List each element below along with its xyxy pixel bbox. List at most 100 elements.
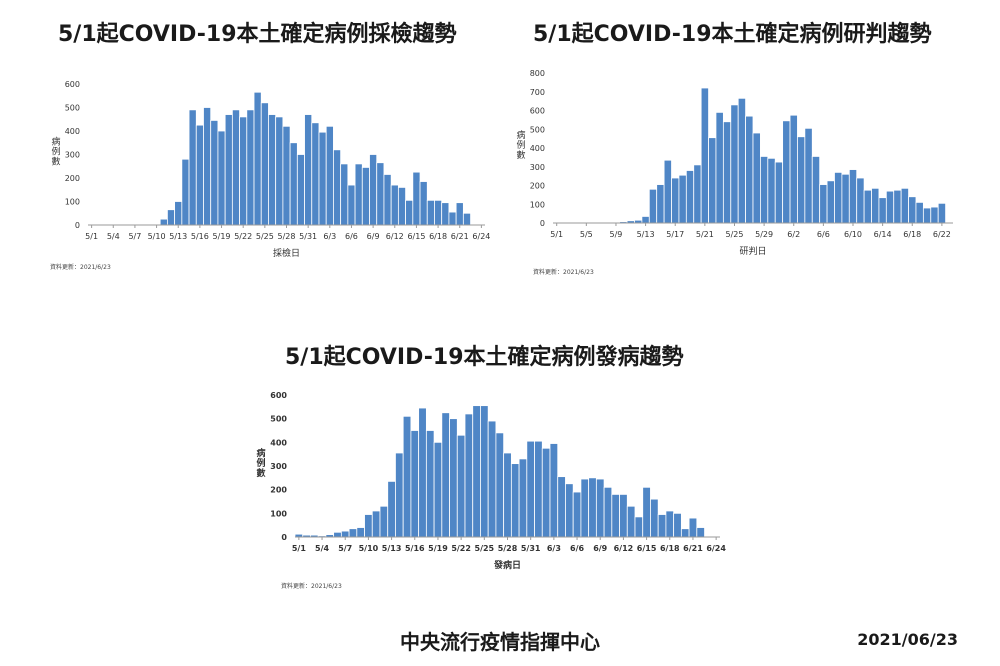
- bar: [715, 111, 724, 224]
- y-tick-label: 0: [75, 221, 80, 230]
- y-tick-label: 400: [270, 438, 287, 447]
- bar: [657, 514, 667, 538]
- bar: [387, 480, 396, 538]
- bar: [318, 131, 327, 226]
- bar: [167, 209, 176, 226]
- bar: [767, 157, 776, 224]
- x-tick-label: 6/22: [933, 230, 951, 239]
- y-tick-label: 100: [65, 198, 80, 207]
- x-axis-title: 研判日: [739, 245, 766, 257]
- bar: [878, 197, 887, 224]
- bar: [369, 154, 378, 226]
- x-tick-label: 6/18: [903, 230, 921, 239]
- x-tick-label: 6/6: [570, 544, 584, 553]
- bar: [340, 163, 349, 226]
- x-tick-label: 5/4: [107, 232, 120, 241]
- bar: [464, 413, 474, 538]
- y-tick-label: 700: [530, 88, 545, 97]
- bar: [434, 199, 443, 226]
- bar: [603, 486, 613, 538]
- x-tick-label: 5/13: [169, 232, 187, 241]
- bar: [195, 124, 204, 226]
- x-tick-label: 5/1: [85, 232, 98, 241]
- bar: [419, 181, 428, 226]
- x-tick-label: 6/18: [660, 544, 680, 553]
- bar: [856, 177, 865, 224]
- x-tick-label: 6/3: [547, 544, 561, 553]
- x-tick-label: 5/10: [148, 232, 166, 241]
- y-tick-label: 600: [65, 80, 80, 89]
- bar: [930, 206, 939, 224]
- bar: [246, 109, 255, 226]
- bar: [595, 478, 605, 538]
- footer-date: 2021/06/23: [857, 630, 958, 649]
- bar: [224, 114, 233, 226]
- bar: [588, 477, 597, 538]
- x-tick-label: 6/6: [345, 232, 358, 241]
- bar: [871, 187, 880, 224]
- y-axis-title: 病例數: [256, 447, 266, 479]
- bar: [826, 180, 835, 224]
- x-tick-label: 5/22: [234, 232, 252, 241]
- x-tick-label: 6/10: [844, 230, 862, 239]
- bar: [680, 528, 690, 538]
- x-tick-label: 5/5: [580, 230, 593, 239]
- x-tick-label: 5/4: [315, 544, 329, 553]
- bar: [412, 171, 421, 226]
- bar: [549, 443, 559, 538]
- bar: [333, 149, 342, 226]
- bar: [203, 107, 212, 226]
- y-tick-label: 0: [281, 533, 287, 542]
- bar: [774, 161, 784, 224]
- bar: [383, 174, 392, 226]
- bar: [626, 505, 636, 538]
- x-tick-label: 5/25: [475, 544, 495, 553]
- x-tick-label: 5/31: [299, 232, 317, 241]
- bar: [671, 177, 680, 224]
- bar: [448, 211, 457, 226]
- x-tick-label: 5/7: [338, 544, 352, 553]
- bar: [348, 528, 358, 538]
- x-tick-label: 5/13: [382, 544, 402, 553]
- bar: [418, 407, 427, 538]
- bar: [685, 170, 695, 224]
- y-tick-label: 600: [530, 107, 545, 116]
- bar: [425, 430, 435, 538]
- bar: [819, 184, 828, 224]
- bar: [557, 476, 566, 538]
- bar: [268, 114, 277, 226]
- y-axis-title: 病例數: [51, 136, 60, 168]
- bar: [188, 109, 197, 226]
- bar: [282, 125, 291, 226]
- x-tick-label: 6/15: [407, 232, 425, 241]
- bar: [634, 516, 644, 538]
- bar: [611, 494, 620, 538]
- bar: [340, 530, 350, 538]
- collection-date-chart: 0 100 200 300 400 500 600 5/1 5/4 5/7 5/10 5/13 5/16…: [50, 80, 490, 271]
- bar: [834, 171, 843, 224]
- x-tick-label: 5/29: [755, 230, 773, 239]
- bar: [565, 483, 574, 538]
- bar: [650, 498, 659, 538]
- bar: [797, 136, 806, 224]
- x-tick-label: 6/12: [614, 544, 634, 553]
- bar: [665, 510, 675, 538]
- bar: [333, 531, 342, 538]
- bar: [239, 116, 248, 226]
- y-tick-label: 500: [270, 415, 287, 424]
- x-tick-label: 6/21: [683, 544, 703, 553]
- x-tick-label: 5/16: [405, 544, 425, 553]
- bar: [402, 415, 412, 538]
- bar: [325, 125, 334, 226]
- bar: [518, 458, 528, 538]
- bar: [231, 109, 240, 226]
- bar: [426, 199, 435, 226]
- bar: [495, 432, 505, 538]
- y-tick-label: 200: [270, 486, 287, 495]
- bar: [863, 189, 872, 224]
- bar: [688, 517, 698, 538]
- bar: [347, 184, 356, 226]
- bar: [356, 527, 365, 538]
- chart1-title: 5/1起COVID-19本土確定病例採檢趨勢: [58, 22, 457, 47]
- footer-agency: 中央流行疫情指揮中心: [400, 630, 600, 654]
